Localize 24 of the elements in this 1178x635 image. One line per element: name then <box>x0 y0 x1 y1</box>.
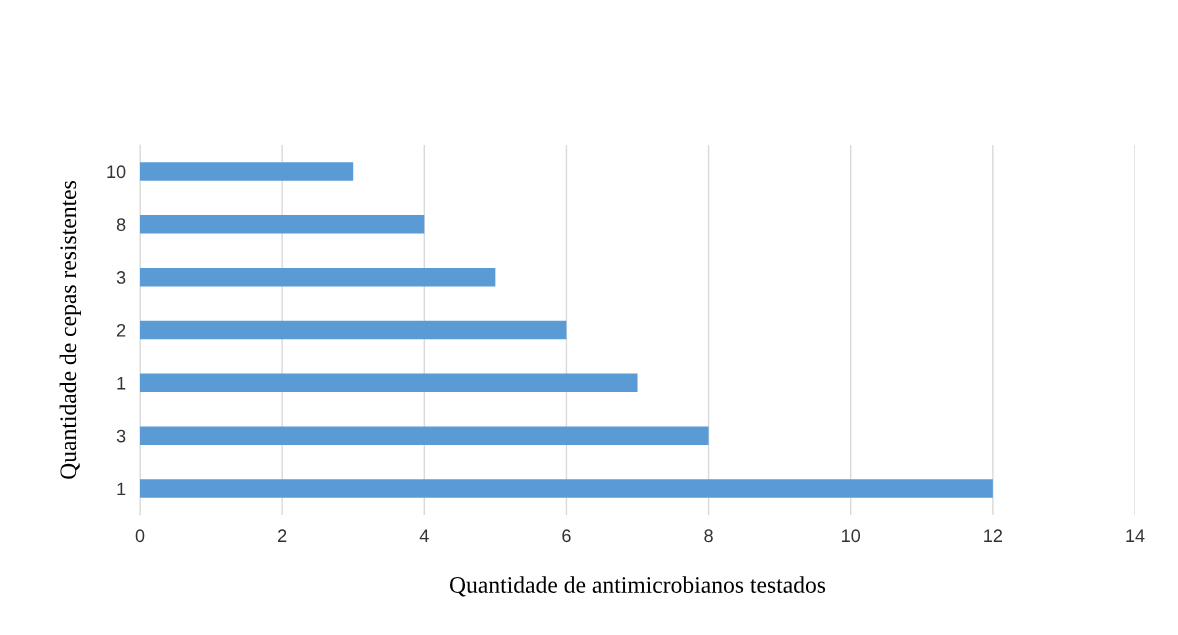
bar <box>140 479 993 498</box>
y-tick-label: 1 <box>117 376 126 390</box>
y-tick-label: 8 <box>116 218 126 232</box>
bar <box>140 215 425 234</box>
bar <box>140 267 496 287</box>
x-axis-title: Quantidade de antimicrobianos testados <box>449 576 826 597</box>
y-axis-title: Quantidade de cepas resistentes <box>59 181 82 479</box>
bar <box>140 320 567 340</box>
x-tick-label: 14 <box>1126 529 1145 542</box>
y-tick-label: 1 <box>117 482 126 496</box>
x-tick-label: 12 <box>984 529 1002 542</box>
bar <box>140 426 709 445</box>
x-tick-label: 0 <box>135 529 145 543</box>
y-tick-label: 10 <box>107 165 126 179</box>
y-tick-label: 2 <box>116 323 126 337</box>
bar <box>140 373 638 393</box>
bar <box>140 162 354 181</box>
x-tick-label: 4 <box>419 529 429 542</box>
x-tick-label: 2 <box>278 529 287 542</box>
y-tick-label: 3 <box>116 271 126 284</box>
x-tick-label: 6 <box>562 529 571 543</box>
x-tick-label: 10 <box>842 529 861 543</box>
x-tick-label: 8 <box>704 529 713 543</box>
y-tick-label: 3 <box>116 429 126 443</box>
